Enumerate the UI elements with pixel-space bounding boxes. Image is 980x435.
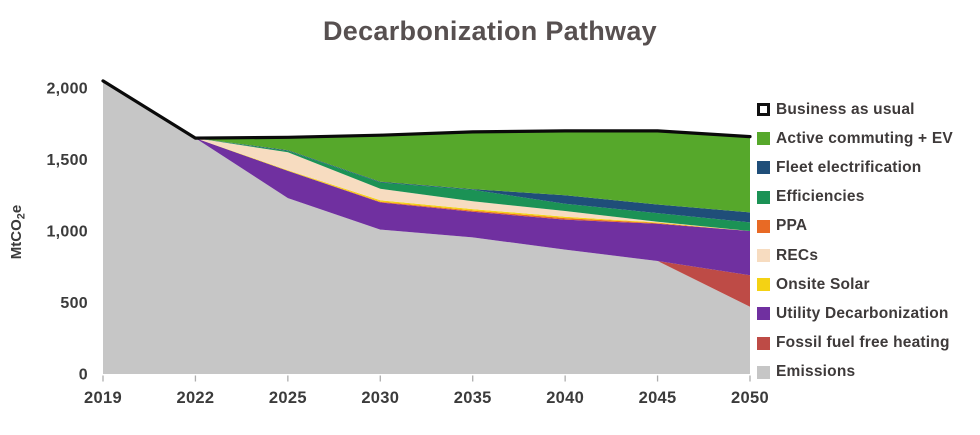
- legend-item-efficiencies: Efficiencies: [757, 183, 953, 212]
- y-tick-label-0: 0: [79, 367, 88, 384]
- x-tick-label-2019: 2019: [84, 389, 122, 407]
- x-tick-label-2025: 2025: [269, 389, 307, 407]
- legend-label-recs: RECs: [776, 246, 819, 264]
- chart-title: Decarbonization Pathway: [323, 16, 657, 46]
- legend-item-fossil-fuel-free-heating: Fossil fuel free heating: [757, 329, 953, 358]
- legend-label-active-commuting-ev: Active commuting + EV: [776, 129, 953, 147]
- legend-swatch-emissions: [757, 365, 770, 379]
- legend-item-onsite-solar: Onsite Solar: [757, 270, 953, 299]
- legend-item-utility-decarbonization: Utility Decarbonization: [757, 299, 953, 328]
- legend-label-fossil-fuel-free-heating: Fossil fuel free heating: [776, 334, 950, 352]
- y-tick-label-2000: 2,000: [46, 81, 88, 98]
- legend-item-business-as-usual: Business as usual: [757, 95, 953, 124]
- legend-label-emissions: Emissions: [776, 363, 856, 381]
- chart-legend: Business as usual Active commuting + EV Fl…: [757, 95, 953, 387]
- x-tick-label-2050: 2050: [731, 389, 769, 407]
- legend-label-efficiencies: Efficiencies: [776, 188, 865, 206]
- legend-label-ppa: PPA: [776, 217, 808, 235]
- legend-swatch-active-commuting-ev: [757, 132, 770, 146]
- legend-label-business-as-usual: Business as usual: [776, 100, 915, 118]
- y-tick-label-1000: 1,000: [46, 224, 88, 241]
- legend-swatch-fleet-electrification: [757, 161, 770, 175]
- x-tick-label-2030: 2030: [361, 389, 399, 407]
- legend-item-ppa: PPA: [757, 212, 953, 241]
- legend-item-active-commuting-ev: Active commuting + EV: [757, 124, 953, 153]
- x-tick-label-2040: 2040: [546, 389, 584, 407]
- line-business-as-usual: [101, 79, 752, 140]
- legend-swatch-recs: [757, 249, 770, 263]
- area-active-commuting-ev: [103, 80, 750, 213]
- area-utility-decarbonization: [103, 80, 750, 276]
- area-fleet-electrification: [103, 80, 750, 223]
- y-axis-title: MtCO2e: [8, 205, 28, 259]
- legend-item-fleet-electrification: Fleet electrification: [757, 153, 953, 182]
- legend-swatch-utility-decarbonization: [757, 307, 770, 321]
- y-tick-label-500: 500: [60, 295, 88, 312]
- x-tick-label-2022: 2022: [176, 389, 214, 407]
- legend-swatch-fossil-fuel-free-heating: [757, 336, 770, 350]
- area-efficiencies: [103, 80, 750, 232]
- legend-swatch-business-as-usual: [757, 103, 770, 117]
- legend-swatch-onsite-solar: [757, 278, 770, 292]
- legend-item-recs: RECs: [757, 241, 953, 270]
- y-tick-label-1500: 1,500: [46, 152, 88, 169]
- legend-label-fleet-electrification: Fleet electrification: [776, 158, 922, 176]
- area-emissions: [103, 80, 750, 375]
- x-tick-label-2035: 2035: [454, 389, 492, 407]
- legend-swatch-efficiencies: [757, 190, 770, 204]
- legend-item-emissions: Emissions: [757, 358, 953, 387]
- legend-label-onsite-solar: Onsite Solar: [776, 275, 870, 293]
- legend-swatch-ppa: [757, 219, 770, 233]
- legend-label-utility-decarbonization: Utility Decarbonization: [776, 304, 949, 322]
- area-recs: [103, 80, 750, 232]
- x-tick-label-2045: 2045: [639, 389, 677, 407]
